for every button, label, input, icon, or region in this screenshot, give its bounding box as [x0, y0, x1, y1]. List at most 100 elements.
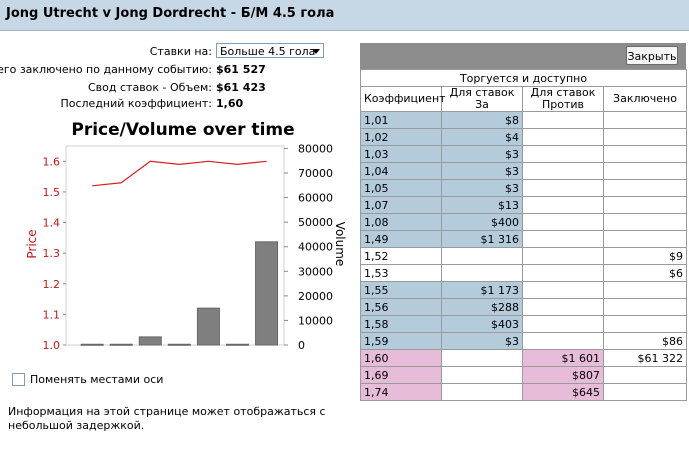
book-row: 1,56 $288 — [360, 298, 687, 316]
chart-title: Price/Volume over time — [71, 120, 294, 140]
for-cell[interactable]: $1 316 — [441, 230, 523, 248]
book-row: 1,58 $403 — [360, 315, 687, 333]
against-cell[interactable] — [522, 264, 604, 282]
price-line — [92, 160, 267, 187]
title-bar: Jong Utrecht v Jong Dordrecht - Б/М 4.5 … — [0, 0, 689, 31]
matched-cell — [603, 383, 687, 401]
swap-axes-label[interactable]: Поменять местами оси — [30, 373, 164, 386]
for-cell[interactable] — [441, 247, 523, 265]
volume-bar — [80, 343, 104, 346]
volume-tick-label: 30000 — [298, 265, 333, 278]
for-cell[interactable]: $1 173 — [441, 281, 523, 299]
against-cell[interactable] — [522, 196, 604, 214]
order-book-table: Торгуется и доступно Коэффициент Для ста… — [360, 69, 687, 401]
against-cell[interactable] — [522, 298, 604, 316]
against-cell[interactable] — [522, 332, 604, 350]
for-cell[interactable]: $3 — [441, 145, 523, 163]
bets-on-select[interactable]: Больше 4.5 гола — [216, 43, 324, 58]
matched-cell — [603, 230, 687, 248]
for-cell[interactable]: $288 — [441, 298, 523, 316]
matched-cell: $86 — [603, 332, 687, 350]
price-axis-label: Price — [25, 229, 39, 258]
for-cell[interactable]: $400 — [441, 213, 523, 231]
volume-value-row: $61 423 — [216, 80, 336, 96]
for-cell[interactable]: $3 — [441, 332, 523, 350]
matched-cell — [603, 281, 687, 299]
against-cell[interactable] — [522, 315, 604, 333]
against-cell[interactable] — [522, 213, 604, 231]
last-odds-label: Последний коэффициент: — [60, 97, 212, 110]
matched-cell — [603, 213, 687, 231]
swap-axes-checkbox[interactable] — [12, 373, 25, 386]
odds-cell: 1,03 — [360, 145, 442, 163]
col-for: Для ставок За — [441, 86, 523, 112]
volume-label: Свод ставок - Объем: — [88, 81, 212, 94]
matched-cell: $61 322 — [603, 349, 687, 367]
price-tick-label: 1.5 — [43, 186, 61, 199]
against-cell[interactable] — [522, 179, 604, 197]
for-cell[interactable]: $13 — [441, 196, 523, 214]
against-cell[interactable] — [522, 162, 604, 180]
matched-cell — [603, 196, 687, 214]
volume-bar — [167, 343, 191, 346]
volume-row: Свод ставок - Объем: — [0, 80, 212, 96]
book-row: 1,55 $1 173 — [360, 281, 687, 299]
col-matched: Заключено — [603, 86, 687, 112]
price-volume-chart: Price/Volume over time 1.01.11.21.31.41.… — [25, 120, 347, 352]
price-tick-label: 1.3 — [43, 247, 61, 260]
chevron-down-icon[interactable] — [312, 49, 320, 54]
odds-cell: 1,07 — [360, 196, 442, 214]
odds-cell: 1,49 — [360, 230, 442, 248]
against-cell[interactable] — [522, 128, 604, 146]
matched-cell — [603, 366, 687, 384]
volume-bar — [138, 336, 162, 346]
odds-cell: 1,01 — [360, 111, 442, 129]
against-cell[interactable] — [522, 281, 604, 299]
against-cell[interactable] — [522, 230, 604, 248]
book-row: 1,07 $13 — [360, 196, 687, 214]
right-axis: 0 10000 20000 30000 40000 50000 60000 70000 8000… — [284, 142, 333, 352]
for-cell[interactable] — [441, 366, 523, 384]
against-cell[interactable] — [522, 111, 604, 129]
book-row: 1,49 $1 316 — [360, 230, 687, 248]
odds-cell: 1,56 — [360, 298, 442, 316]
volume-tick-label: 60000 — [298, 192, 333, 205]
against-cell[interactable]: $1 601 — [522, 349, 604, 367]
for-cell[interactable] — [441, 383, 523, 401]
against-cell[interactable] — [522, 145, 604, 163]
for-cell[interactable] — [441, 349, 523, 367]
odds-cell: 1,69 — [360, 366, 442, 384]
odds-cell: 1,02 — [360, 128, 442, 146]
total-value: $61 527 — [216, 63, 266, 76]
col-odds: Коэффициент — [360, 86, 446, 112]
book-row: 1,52 $9 — [360, 247, 687, 265]
volume-value: $61 423 — [216, 81, 266, 94]
matched-cell — [603, 162, 687, 180]
price-tick-label: 1.6 — [43, 155, 61, 168]
for-cell[interactable]: $3 — [441, 179, 523, 197]
book-row: 1,60 $1 601 $61 322 — [360, 349, 687, 367]
volume-bar — [225, 343, 249, 346]
for-cell[interactable] — [441, 264, 523, 282]
volume-bar — [255, 241, 279, 346]
for-cell[interactable]: $4 — [441, 128, 523, 146]
col-against: Для ставок Против — [522, 86, 604, 112]
book-subheader: Торгуется и доступно — [360, 69, 687, 87]
against-cell[interactable]: $807 — [522, 366, 604, 384]
for-cell[interactable]: $8 — [441, 111, 523, 129]
delay-notice: Информация на этой странице может отобра… — [8, 405, 326, 432]
odds-cell: 1,05 — [360, 179, 442, 197]
for-cell[interactable]: $3 — [441, 162, 523, 180]
volume-tick-label: 80000 — [298, 142, 333, 155]
for-cell[interactable]: $403 — [441, 315, 523, 333]
book-body: 1,01 $8 1,02 $4 1,03 $3 1,04 $3 1,05 $3 1,07 $13 1,0… — [360, 111, 687, 401]
last-odds-value: 1,60 — [216, 97, 244, 110]
book-row: 1,59 $3 $86 — [360, 332, 687, 350]
left-axis: 1.0 1.1 1.2 1.3 1.4 1.5 1.6 — [43, 155, 66, 352]
against-cell[interactable] — [522, 247, 604, 265]
odds-cell: 1,55 — [360, 281, 442, 299]
odds-cell: 1,58 — [360, 315, 442, 333]
book-row: 1,05 $3 — [360, 179, 687, 197]
close-button[interactable]: Закрыть — [626, 46, 678, 65]
against-cell[interactable]: $645 — [522, 383, 604, 401]
